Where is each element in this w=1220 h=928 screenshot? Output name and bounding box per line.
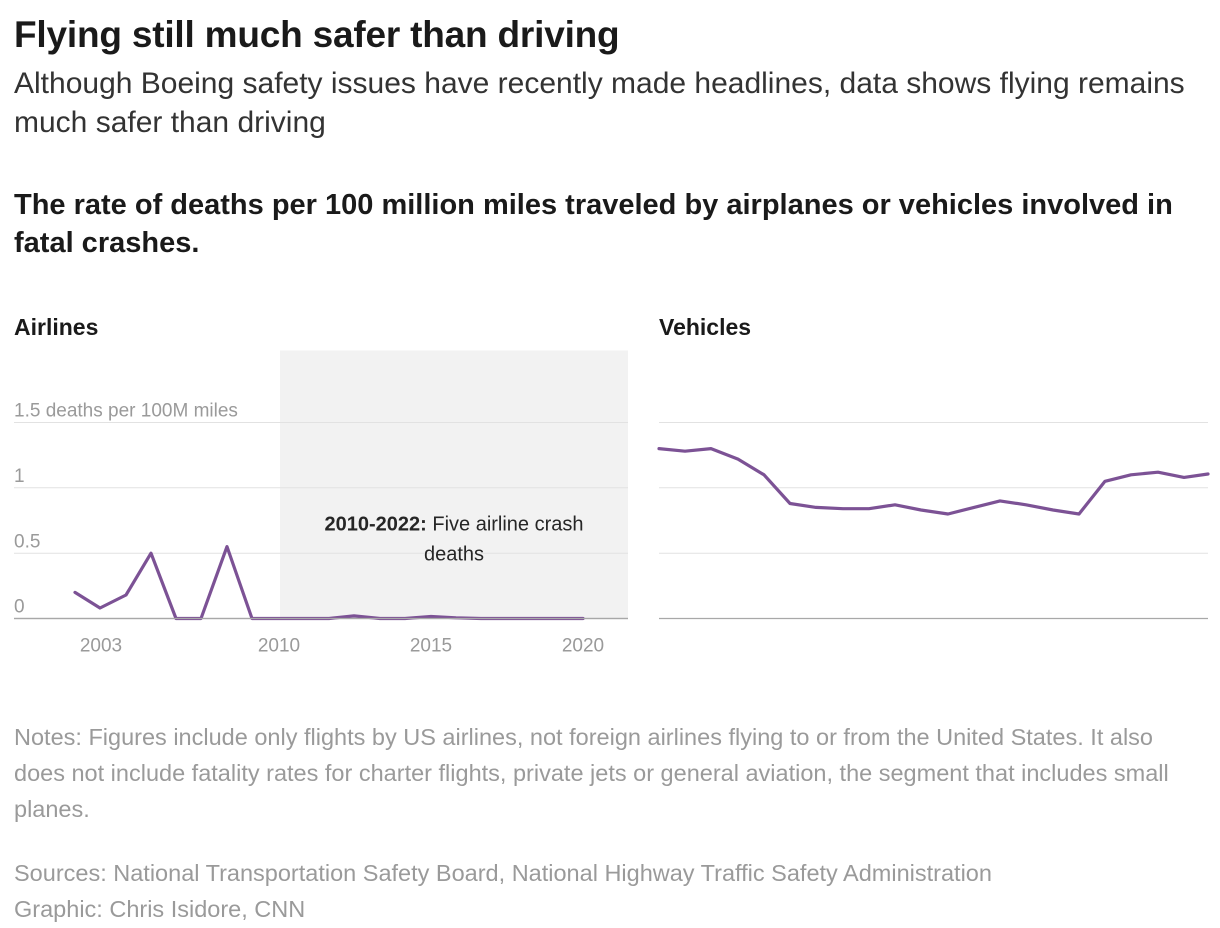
svg-text:2015: 2015 bbox=[410, 635, 452, 656]
svg-text:0.5: 0.5 bbox=[14, 531, 40, 552]
svg-text:2010-2022: Five airline crash: 2010-2022: Five airline crash bbox=[324, 513, 583, 535]
svg-text:deaths: deaths bbox=[424, 543, 484, 565]
svg-text:0: 0 bbox=[14, 596, 25, 617]
svg-text:1: 1 bbox=[14, 466, 25, 487]
svg-text:2010: 2010 bbox=[258, 635, 300, 656]
svg-text:2003: 2003 bbox=[80, 635, 122, 656]
svg-text:2020: 2020 bbox=[562, 635, 604, 656]
svg-text:1.5 deaths per 100M miles: 1.5 deaths per 100M miles bbox=[14, 400, 238, 421]
